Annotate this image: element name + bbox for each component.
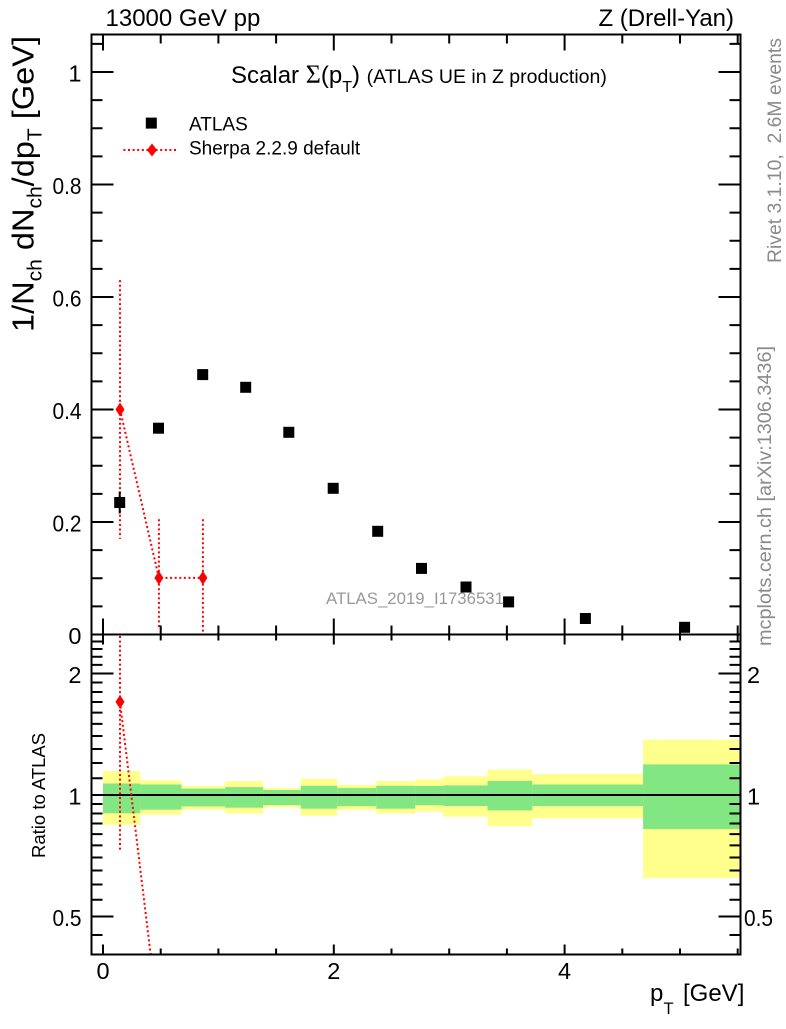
svg-text:Rivet 3.1.10, 2.6M events: Rivet 3.1.10, 2.6M events <box>764 38 786 263</box>
svg-text:0: 0 <box>68 623 81 649</box>
svg-text:2: 2 <box>68 662 81 688</box>
svg-text:0.6: 0.6 <box>53 285 82 311</box>
svg-text:Sherpa 2.2.9 default: Sherpa 2.2.9 default <box>189 139 361 160</box>
svg-text:0.5: 0.5 <box>744 905 773 931</box>
svg-text:0.5: 0.5 <box>53 905 82 931</box>
svg-text:1: 1 <box>68 783 81 809</box>
svg-text:0.2: 0.2 <box>53 510 82 536</box>
svg-text:1/Nch dNch/dpT [GeV]: 1/Nch dNch/dpT [GeV] <box>6 36 47 332</box>
svg-text:ATLAS_2019_I1736531: ATLAS_2019_I1736531 <box>326 589 504 608</box>
svg-text:0.8: 0.8 <box>53 173 82 199</box>
svg-text:Ratio to ATLAS: Ratio to ATLAS <box>28 733 49 858</box>
svg-text:ATLAS: ATLAS <box>189 115 248 136</box>
svg-text:p: p <box>650 980 663 1007</box>
svg-text:2: 2 <box>327 958 340 984</box>
svg-text:mcplots.cern.ch [arXiv:1306.34: mcplots.cern.ch [arXiv:1306.3436] <box>754 346 776 646</box>
svg-text:1: 1 <box>747 783 760 809</box>
svg-text:4: 4 <box>558 958 571 984</box>
svg-text:T: T <box>664 1000 674 1018</box>
svg-text:2: 2 <box>747 662 760 688</box>
svg-text:[GeV]: [GeV] <box>683 980 744 1007</box>
svg-text:Z (Drell-Yan): Z (Drell-Yan) <box>598 5 734 32</box>
svg-text:0: 0 <box>96 958 109 984</box>
svg-text:0.4: 0.4 <box>53 398 82 424</box>
svg-text:1: 1 <box>68 60 81 86</box>
svg-text:13000 GeV pp: 13000 GeV pp <box>106 5 261 32</box>
